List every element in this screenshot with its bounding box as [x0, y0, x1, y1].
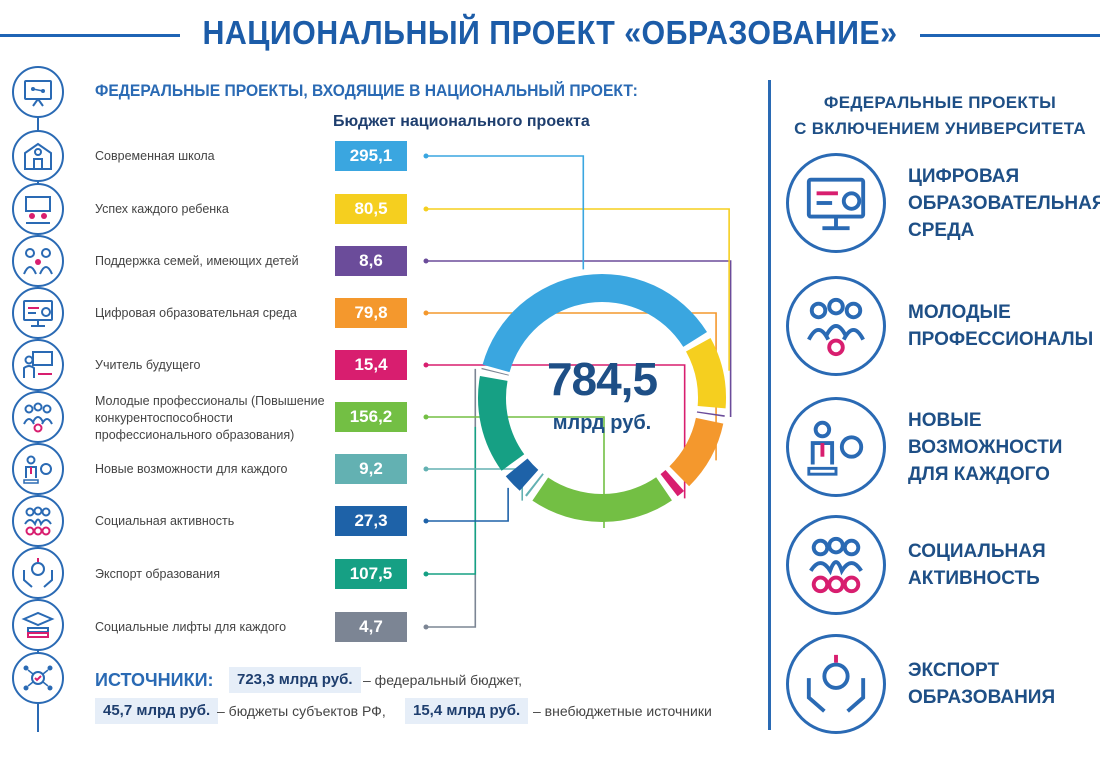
project-value-box: 9,2 [335, 454, 407, 484]
donut-slice [482, 274, 707, 373]
right-panel-title: ФЕДЕРАЛЬНЫЕ ПРОЕКТЫ С ВКЛЮЧЕНИЕМ УНИВЕРС… [790, 90, 1090, 142]
donut-slice [525, 473, 544, 497]
donut-slice [481, 367, 509, 376]
right-item-line: ПРОФЕССИОНАЛЫ [908, 329, 1094, 350]
donut-slice [660, 469, 685, 497]
right-item-label: ЦИФРОВАЯ ОБРАЗОВАТЕЛЬНАЯ СРЕДА [908, 163, 1100, 244]
connector-line [426, 426, 477, 575]
right-title-line1: ФЕДЕРАЛЬНЫЕ ПРОЕКТЫ [823, 93, 1057, 112]
project-value-box: 15,4 [335, 350, 407, 380]
project-label: Молодые профессионалы (Повышение конкуре… [95, 394, 325, 442]
source-text-regions: – бюджеты субъектов РФ, [217, 703, 386, 719]
project-label: Социальная активность [95, 514, 235, 528]
presentation-icon [12, 66, 64, 118]
right-item-line: ДЛЯ КАЖДОГО [908, 463, 1050, 485]
project-label: Поддержка семей, имеющих детей [95, 254, 299, 268]
hands-brain-icon [12, 547, 64, 599]
child-icon [12, 183, 64, 235]
connector-dot [423, 362, 429, 368]
project-value-box: 295,1 [335, 141, 407, 171]
school-icon [12, 130, 64, 182]
total-value: 784,5 [546, 353, 658, 405]
computer-icon [786, 153, 886, 253]
connector-line [426, 260, 732, 417]
project-label: Успех каждого ребенка [95, 202, 229, 216]
project-label: Социальные лифты для каждого [95, 620, 287, 634]
family-icon [12, 235, 64, 287]
donut-slice [686, 337, 726, 409]
source-text-federal: – федеральный бюджет, [363, 672, 522, 688]
right-title-line2: С ВКЛЮЧЕНИЕМ УНИВЕРСИТЕТА [794, 119, 1086, 138]
connector-dot [423, 466, 429, 472]
project-label: Экспорт образования [95, 567, 220, 581]
project-label: Новые возможности для каждого [95, 462, 288, 476]
right-item-line: СОЦИАЛЬНАЯ [908, 541, 1046, 562]
connector-dot [423, 310, 429, 316]
person-medal-icon [786, 397, 886, 497]
connector-dot [423, 258, 429, 264]
donut-slice [505, 458, 539, 491]
right-item-line: НОВЫЕ [908, 409, 982, 431]
computer-icon [12, 287, 64, 339]
sources-label: ИСТОЧНИКИ: [95, 670, 214, 690]
section-subtitle: ФЕДЕРАЛЬНЫЕ ПРОЕКТЫ, ВХОДЯЩИЕ В НАЦИОНАЛ… [95, 81, 638, 100]
group-stars-icon [786, 515, 886, 615]
graduation-books-icon [12, 599, 64, 651]
right-item-label: ЭКСПОРТ ОБРАЗОВАНИЯ [908, 657, 1055, 711]
group-stars-icon [12, 495, 64, 547]
right-item-label: НОВЫЕ ВОЗМОЖНОСТИ ДЛЯ КАЖДОГО [908, 407, 1062, 488]
page-title: НАЦИОНАЛЬНЫЙ ПРОЕКТ «ОБРАЗОВАНИЕ» [202, 14, 898, 51]
budget-title: Бюджет национального проекта [333, 113, 590, 130]
total-unit: млрд руб. [552, 412, 652, 434]
title-line-left [0, 34, 180, 37]
connector-dot [423, 571, 429, 577]
connector-line [426, 155, 585, 270]
title-line-right [920, 34, 1100, 37]
team-icon [12, 391, 64, 443]
donut-slice [478, 375, 525, 471]
right-item-label: СОЦИАЛЬНАЯ АКТИВНОСТЬ [908, 538, 1046, 592]
connector-line [426, 208, 730, 371]
project-value-box: 79,8 [335, 298, 407, 328]
connector-dot [423, 624, 429, 630]
source-amount-offbudget: 15,4 млрд руб. [405, 698, 529, 724]
team-icon [786, 276, 886, 376]
hands-brain-icon [786, 634, 886, 734]
person-medal-icon [12, 443, 64, 495]
right-item-line: ОБРАЗОВАНИЯ [908, 687, 1056, 708]
teacher-icon [12, 339, 64, 391]
panel-divider [768, 80, 771, 730]
source-text-offbudget: – внебюджетные источники [533, 703, 712, 719]
project-value-box: 8,6 [335, 246, 407, 276]
donut-slice [696, 411, 725, 417]
connector-dot [423, 518, 429, 524]
network-icon [12, 652, 64, 704]
source-amount-federal: 723,3 млрд руб. [229, 667, 361, 693]
right-item-line: ЦИФРОВАЯ [908, 165, 1020, 187]
project-label: Современная школа [95, 149, 215, 163]
right-item-line: МОЛОДЫЕ [908, 302, 1011, 323]
project-value-box: 80,5 [335, 194, 407, 224]
project-label: Учитель будущего [95, 358, 201, 372]
right-item-line: СРЕДА [908, 219, 975, 241]
connector-dot [423, 414, 429, 420]
right-item-line: АКТИВНОСТЬ [908, 568, 1040, 589]
project-label: Цифровая образовательная среда [95, 306, 297, 320]
donut-slice [669, 417, 724, 487]
connector-dot [423, 153, 429, 159]
right-item-line: ВОЗМОЖНОСТИ [908, 436, 1063, 458]
right-item-line: ЭКСПОРТ [908, 660, 1000, 681]
connector-line [426, 487, 509, 522]
connector-line [426, 368, 477, 628]
project-value-box: 107,5 [335, 559, 407, 589]
project-value-box: 4,7 [335, 612, 407, 642]
project-value-box: 27,3 [335, 506, 407, 536]
source-amount-regions: 45,7 млрд руб. [95, 698, 219, 724]
connector-dot [423, 206, 429, 212]
right-item-label: МОЛОДЫЕ ПРОФЕССИОНАЛЫ [908, 299, 1093, 353]
donut-slice [532, 477, 672, 522]
project-value-box: 156,2 [335, 402, 407, 432]
right-item-line: ОБРАЗОВАТЕЛЬНАЯ [908, 192, 1100, 214]
